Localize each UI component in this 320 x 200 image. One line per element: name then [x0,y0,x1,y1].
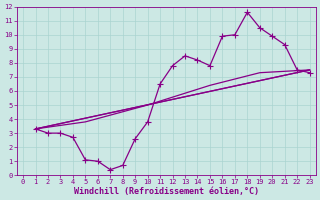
X-axis label: Windchill (Refroidissement éolien,°C): Windchill (Refroidissement éolien,°C) [74,187,259,196]
